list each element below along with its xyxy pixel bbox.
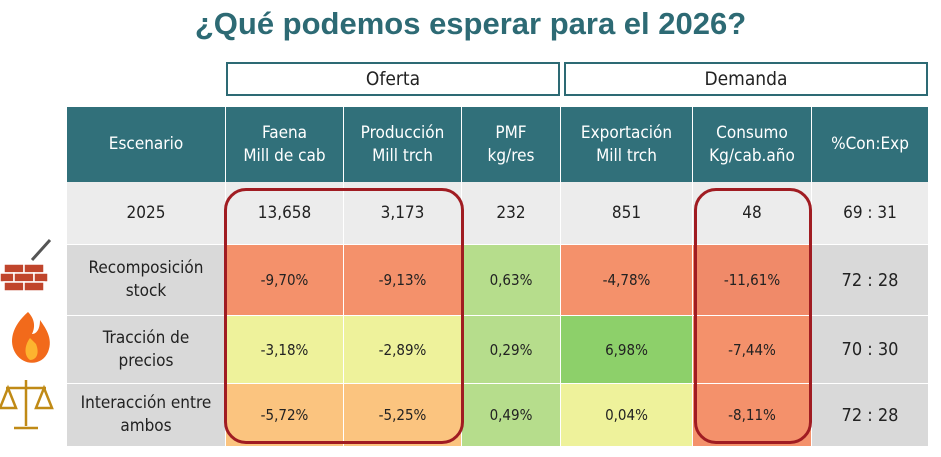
table-cell: -11,61% xyxy=(693,245,812,316)
table-cell: 0,29% xyxy=(462,316,561,384)
table-cell: -9,13% xyxy=(344,245,462,316)
header-cell: Escenario xyxy=(67,107,226,182)
row-label: Tracción de precios xyxy=(67,316,226,384)
scales-icon xyxy=(0,380,54,430)
table-cell: 72 : 28 xyxy=(812,384,929,447)
highlight-oval xyxy=(694,188,812,444)
table-cell: 851 xyxy=(561,182,693,245)
table-cell: 0,63% xyxy=(462,245,561,316)
table-cell: -3,18% xyxy=(226,316,344,384)
header-cell: %Con:Exp xyxy=(812,107,929,182)
row-label: 2025 xyxy=(67,182,226,245)
table-cell: -4,78% xyxy=(561,245,693,316)
table-cell: 6,98% xyxy=(561,316,693,384)
table-cell: 72 : 28 xyxy=(812,245,929,316)
table-cell: -7,44% xyxy=(693,316,812,384)
slide-title: ¿Qué podemos esperar para el 2026? xyxy=(194,6,747,41)
row-label: Interacción entre ambos xyxy=(67,384,226,447)
table-cell: 70 : 30 xyxy=(812,316,929,384)
table-cell: 0,04% xyxy=(561,384,693,447)
header-cell: Exportación Mill trch xyxy=(561,107,693,182)
header-cell: PMF kg/res xyxy=(462,107,561,182)
table-cell: 3,173 xyxy=(344,182,462,245)
group-header: Demanda xyxy=(564,62,928,96)
group-header: Oferta xyxy=(226,62,560,96)
highlight-oval xyxy=(224,188,464,444)
table-cell: 69 : 31 xyxy=(812,182,929,245)
icons xyxy=(0,238,54,430)
table-cell: -2,89% xyxy=(344,316,462,384)
table-cell: -9,70% xyxy=(226,245,344,316)
table-cell: 232 xyxy=(462,182,561,245)
fire-icon xyxy=(12,312,50,363)
row-label: Recomposición stock xyxy=(67,245,226,316)
table-cell: 0,49% xyxy=(462,384,561,447)
header-cell: Faena Mill de cab xyxy=(226,107,344,182)
bricks-icon xyxy=(0,238,52,292)
header-cell: Producción Mill trch xyxy=(344,107,462,182)
header-cell: Consumo Kg/cab.año xyxy=(693,107,812,182)
